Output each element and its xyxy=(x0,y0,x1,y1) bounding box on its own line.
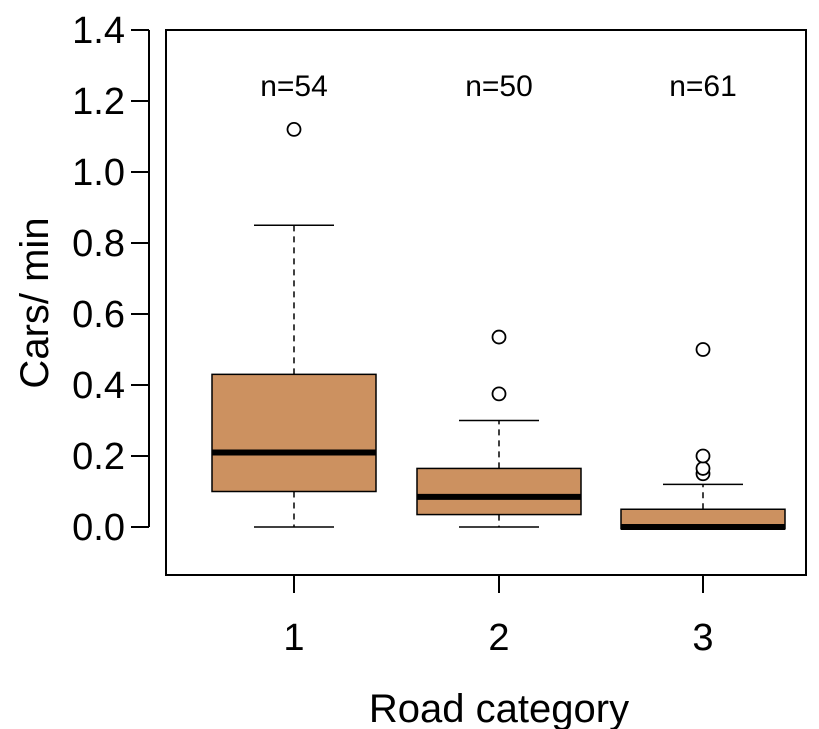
outlier-point xyxy=(695,342,711,357)
iqr-box xyxy=(416,467,582,516)
outlier-point xyxy=(286,121,302,137)
x-tick-label: 3 xyxy=(692,617,713,659)
box-category-3: n=61 xyxy=(620,70,786,530)
y-tick-label: 1.0 xyxy=(72,152,125,194)
outlier-point xyxy=(695,461,711,476)
y-tick-label: 0.4 xyxy=(72,365,125,407)
y-tick-label: 0.0 xyxy=(72,507,125,549)
iqr-box xyxy=(211,373,377,493)
box-category-2: n=50 xyxy=(416,70,582,528)
sample-size-label: n=54 xyxy=(260,70,328,103)
x-axis-title: Road category xyxy=(369,687,629,729)
x-tick-label: 1 xyxy=(283,617,304,659)
y-axis-title: Cars/ min xyxy=(13,217,57,388)
x-tick-label: 2 xyxy=(488,617,509,659)
sample-size-label: n=61 xyxy=(669,70,737,103)
outlier-point xyxy=(695,448,711,464)
sample-size-label: n=50 xyxy=(465,70,533,103)
y-axis: 0.0 0.2 0.4 0.6 0.8 1.0 1.2 1.4 xyxy=(72,10,150,549)
outlier-point xyxy=(491,329,507,345)
box-category-1: n=54 xyxy=(211,70,377,528)
boxes: n=54 n=50 n=61 xyxy=(211,70,786,530)
y-tick-label: 0.8 xyxy=(72,223,125,265)
y-tick-label: 0.2 xyxy=(72,436,125,478)
y-tick-label: 1.4 xyxy=(72,10,125,52)
outlier-point xyxy=(491,386,507,402)
x-axis: 1 2 3 xyxy=(283,574,714,659)
y-tick-label: 1.2 xyxy=(72,81,125,123)
y-tick-label: 0.6 xyxy=(72,294,125,336)
